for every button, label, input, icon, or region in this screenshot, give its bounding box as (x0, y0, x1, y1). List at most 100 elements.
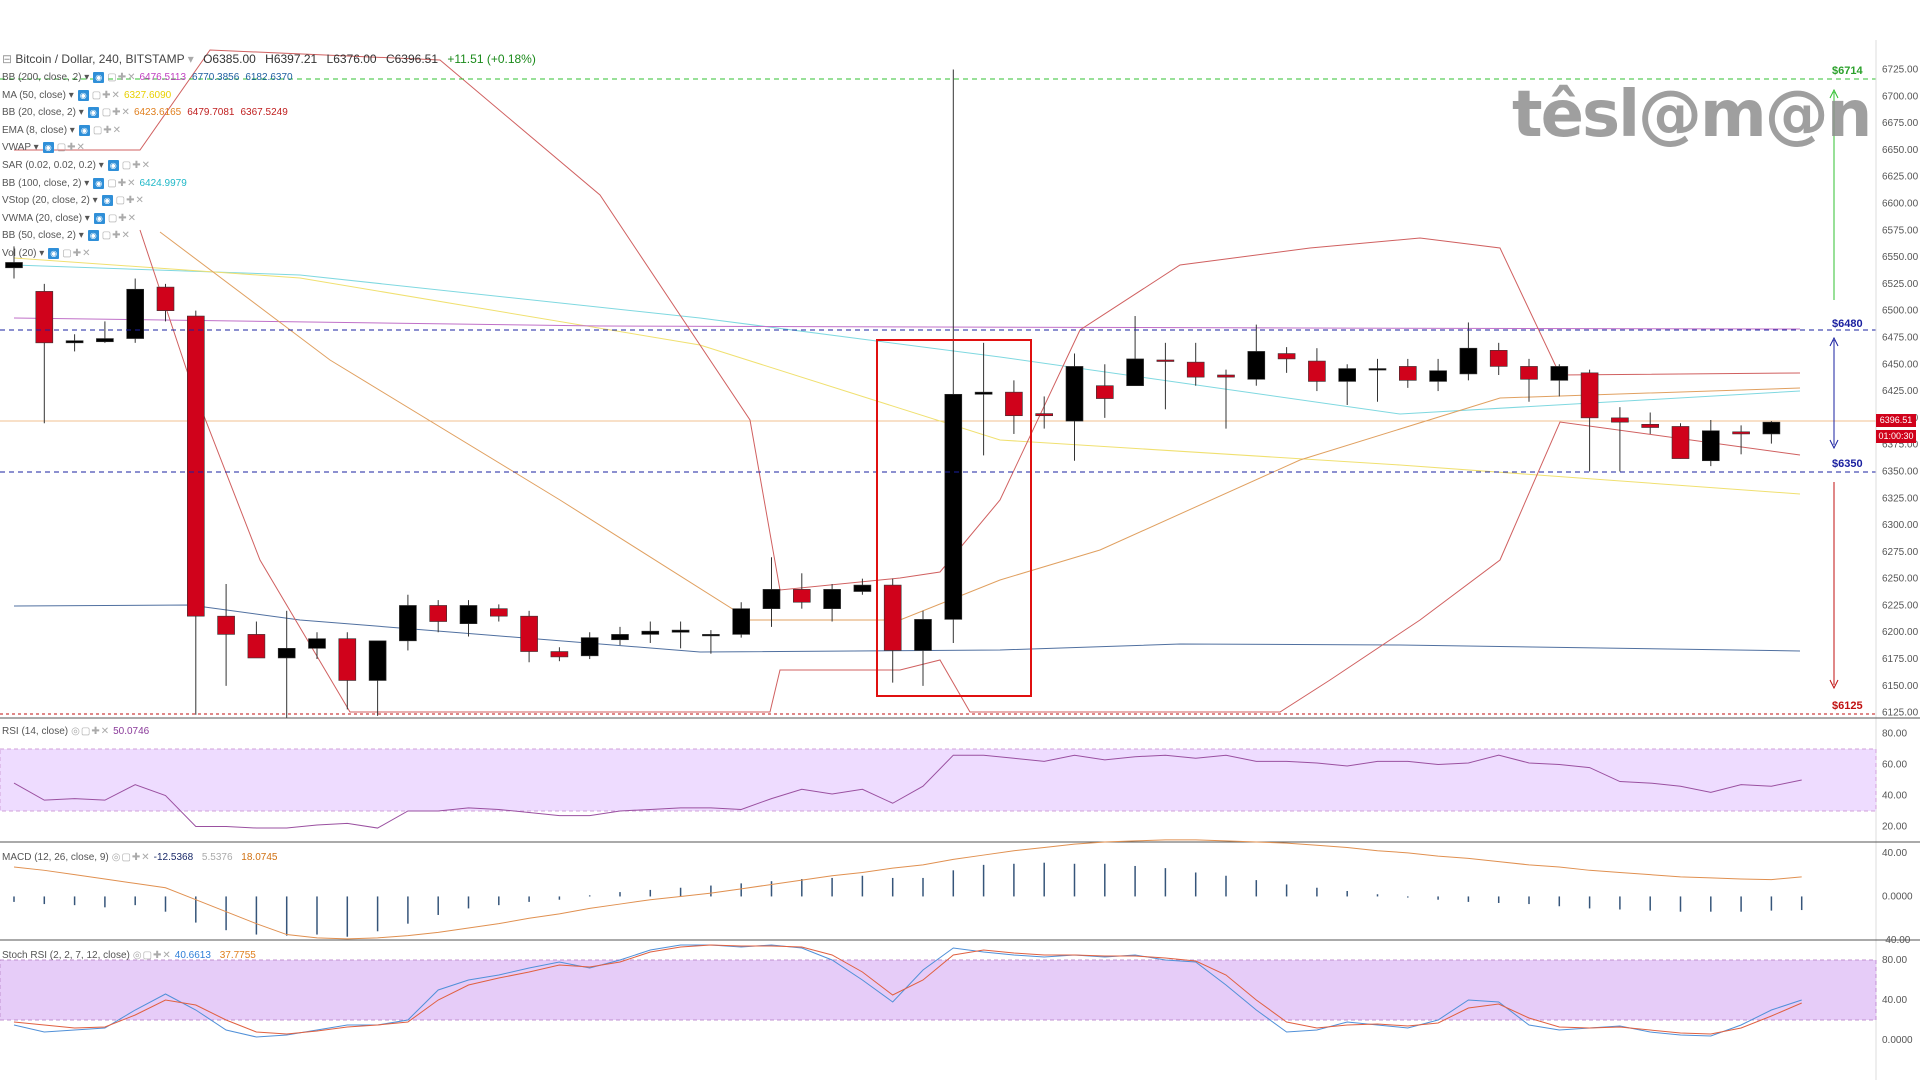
candle-body (1762, 421, 1781, 435)
indicator-label[interactable]: EMA (8, close) ▾ (2, 124, 75, 136)
eye-icon[interactable]: ◉ (107, 160, 119, 171)
eye-icon[interactable]: ◉ (87, 107, 99, 119)
candle-body (702, 634, 720, 637)
candle (126, 278, 144, 343)
candle (368, 640, 387, 716)
indicator-label[interactable]: VStop (20, close, 2) ▾ (2, 195, 98, 207)
candle-body (1065, 366, 1084, 422)
indicator-controls[interactable]: ▢✚✕ (91, 89, 121, 101)
indicator-legend-item[interactable]: BB (200, close, 2) ▾ ◉ ▢✚✕ 6476.5113 6770.38… (2, 72, 299, 83)
chevron-down-icon[interactable]: ▾ (187, 52, 194, 66)
candle-body (883, 584, 902, 651)
candle-body (1126, 358, 1144, 387)
eye-icon[interactable]: ◉ (48, 248, 60, 259)
candle (1550, 364, 1569, 397)
indicator-controls[interactable]: ▢✚✕ (56, 142, 86, 154)
candle (580, 632, 599, 660)
change-value: +11.51 (+0.18%) (447, 52, 536, 66)
countdown-badge: 01:00:30 (1876, 430, 1916, 443)
indicator-legend-item[interactable]: VWMA (20, close) ▾ ◉ ▢✚✕ (2, 212, 140, 224)
eye-icon[interactable]: ◉ (87, 230, 99, 242)
indicator-controls[interactable]: ▢✚✕ (101, 107, 131, 119)
candle (1308, 348, 1326, 392)
candle-body (671, 629, 690, 633)
indicator-controls[interactable]: ▢✚✕ (92, 124, 123, 136)
indicator-controls[interactable]: ▢✚✕ (115, 195, 145, 207)
indicator-controls[interactable]: ▢✚✕ (107, 72, 137, 83)
stoch-controls[interactable]: ◎▢✚✕ (132, 950, 172, 961)
candle-body (1671, 426, 1690, 459)
level-label-6714: $6714 (1832, 65, 1863, 77)
indicator-legend-item[interactable]: VWAP ▾ ◉ ▢✚✕ (2, 142, 89, 154)
candle-body (944, 393, 963, 620)
candle (65, 334, 84, 352)
candle (762, 557, 781, 627)
candle-body (611, 634, 629, 641)
indicator-controls[interactable]: ▢✚✕ (101, 230, 131, 242)
macd-label[interactable]: MACD (12, 26, close, 9) (2, 852, 109, 863)
rsi-label[interactable]: RSI (14, close) (2, 726, 69, 737)
price-axis[interactable]: 6725.00 6700.00 6675.00 6650.00 6625.00 6600.… (1875, 40, 1919, 1080)
eye-icon[interactable]: ◉ (101, 195, 113, 207)
indicator-legend-item[interactable]: BB (50, close, 2) ▾ ◉ ▢✚✕ (2, 230, 134, 242)
stoch-label[interactable]: Stoch RSI (2, 2, 7, 12, close) (2, 950, 130, 961)
indicator-label[interactable]: MA (50, close) ▾ (2, 89, 74, 101)
indicator-legend-item[interactable]: MA (50, close) ▾ ◉ ▢✚✕ 6327.6090 (2, 89, 177, 101)
indicator-label[interactable]: Vol (20) ▾ (2, 248, 45, 259)
candle-body (580, 637, 599, 657)
level-label-6480: $6480 (1832, 318, 1863, 330)
indicator-label[interactable]: VWAP ▾ (2, 142, 39, 154)
candle-body (1156, 359, 1175, 362)
indicator-legend-item[interactable]: SAR (0.02, 0.02, 0.2) ▾ ◉ ▢✚✕ (2, 160, 154, 171)
stoch-d-value: 37.7755 (219, 950, 256, 961)
eye-icon[interactable]: ◉ (77, 89, 89, 101)
high-value: H6397.21 (265, 52, 318, 66)
collapse-icon[interactable]: ⊟ (2, 52, 13, 66)
symbol-title[interactable]: Bitcoin / Dollar, 240, BITSTAMP (15, 52, 185, 66)
indicator-label[interactable]: SAR (0.02, 0.02, 0.2) ▾ (2, 160, 104, 171)
rsi-controls[interactable]: ◎▢✚✕ (71, 726, 111, 737)
indicator-legend-item[interactable]: BB (20, close, 2) ▾ ◉ ▢✚✕ 6423.6165 6479.708… (2, 107, 294, 119)
macd-controls[interactable]: ◎▢✚✕ (111, 852, 151, 863)
indicator-legend-item[interactable]: VStop (20, close, 2) ▾ ◉ ▢✚✕ (2, 195, 148, 207)
eye-icon[interactable]: ◉ (93, 212, 105, 224)
indicator-legend-item[interactable]: BB (100, close, 2) ▾ ◉ ▢✚✕ 6424.9979 (2, 177, 193, 189)
indicator-label[interactable]: BB (50, close, 2) ▾ (2, 230, 84, 242)
eye-icon[interactable]: ◉ (78, 124, 90, 136)
candle-body (550, 651, 569, 658)
rsi-line (13, 754, 1802, 829)
indicator-legend-item[interactable]: EMA (8, close) ▾ ◉ ▢✚✕ (2, 124, 125, 136)
stoch-tick-label: 0.0000 (1882, 1035, 1913, 1046)
candle-body (732, 608, 751, 635)
bb20-upper-line (14, 49, 1801, 591)
candle (853, 578, 872, 595)
bb100-line (13, 264, 1801, 415)
ma50-line (13, 257, 1801, 495)
indicator-legend-item[interactable]: Vol (20) ▾ ◉ ▢✚✕ (2, 248, 94, 259)
candle-body (187, 315, 205, 617)
indicator-label[interactable]: BB (20, close, 2) ▾ (2, 107, 84, 119)
price-tick-label: 6250.00 (1882, 574, 1919, 585)
arrow-head-red (1829, 679, 1839, 690)
indicator-controls[interactable]: ▢✚✕ (62, 248, 92, 259)
candle (217, 584, 235, 686)
price-tick-label: 6325.00 (1882, 493, 1919, 504)
indicator-controls[interactable]: ▢✚✕ (107, 212, 138, 224)
brand-logo: têsl@m@n (1512, 78, 1872, 152)
indicator-controls[interactable]: ▢✚✕ (107, 177, 137, 189)
indicator-value: 6182.6370 (245, 72, 293, 83)
indicator-label[interactable]: BB (100, close, 2) ▾ (2, 177, 90, 189)
indicator-label[interactable]: BB (200, close, 2) ▾ (2, 72, 90, 83)
eye-icon[interactable]: ◉ (93, 177, 105, 189)
price-tick-label: 6700.00 (1882, 91, 1919, 102)
candle (1702, 420, 1720, 467)
price-tick-label: 6725.00 (1882, 65, 1919, 76)
candlestick-series (5, 69, 1781, 718)
candle (1156, 342, 1175, 410)
indicator-label[interactable]: VWMA (20, close) ▾ (2, 212, 90, 224)
low-value: L6376.00 (326, 52, 377, 66)
indicator-controls[interactable]: ▢✚✕ (121, 160, 151, 171)
eye-icon[interactable]: ◉ (93, 72, 105, 83)
eye-icon[interactable]: ◉ (42, 142, 54, 154)
